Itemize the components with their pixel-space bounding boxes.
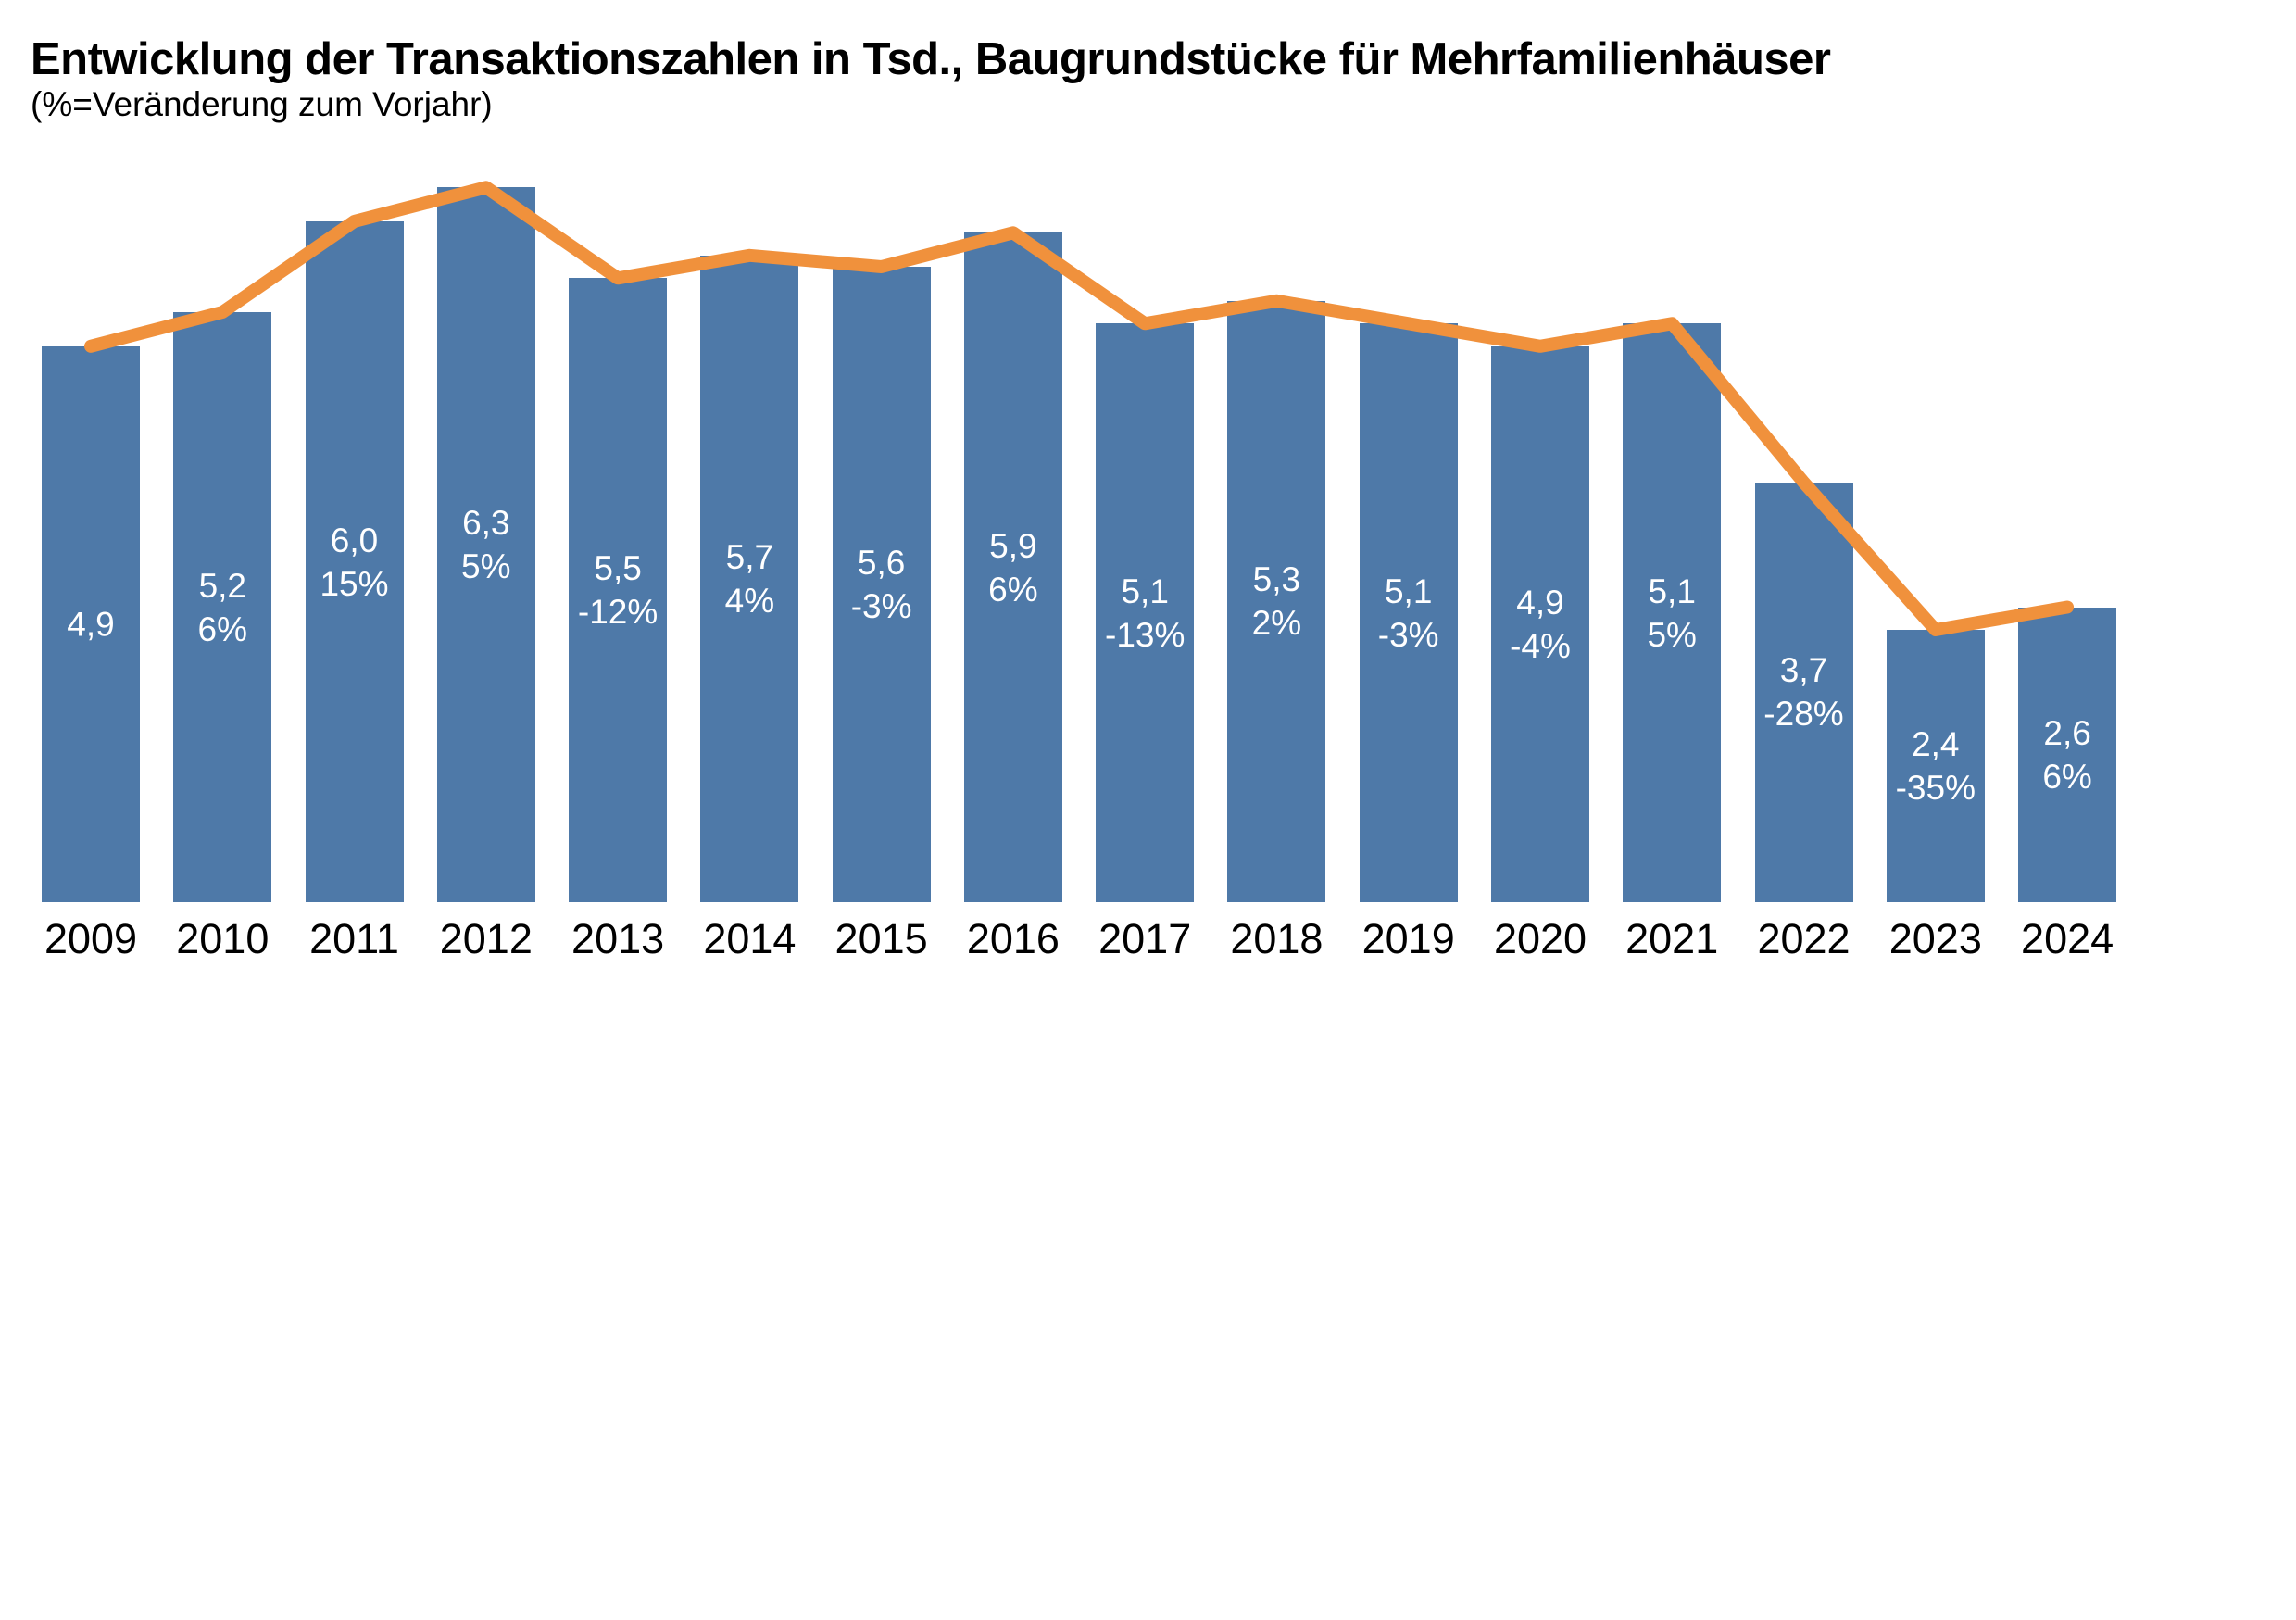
bar-label-2011: 6,0 15% <box>320 521 389 603</box>
bar-label-2022: 3,7 -28% <box>1763 651 1844 734</box>
chart-subtitle: (%=Veränderung zum Vorjahr) <box>31 85 493 123</box>
x-axis-label-2010: 2010 <box>176 915 270 962</box>
x-axis-label-2020: 2020 <box>1493 915 1587 962</box>
x-axis-label-2013: 2013 <box>571 915 665 962</box>
x-axis-label-2011: 2011 <box>309 915 399 962</box>
bar-label-2015: 5,6 -3% <box>850 544 912 625</box>
bar-label-2010: 5,2 6% <box>197 566 248 648</box>
bar-label-2018: 5,3 2% <box>1251 560 1302 643</box>
x-axis-label-2014: 2014 <box>703 915 797 962</box>
bar-2023 <box>1886 630 1985 902</box>
x-axis-label-2009: 2009 <box>44 915 138 962</box>
bar-label-2016: 5,9 6% <box>988 526 1038 609</box>
bar-label-2012: 6,3 5% <box>461 504 511 586</box>
bar-label-2024: 2,6 6% <box>2042 713 2092 796</box>
bar-2024 <box>2018 607 2117 902</box>
x-axis-label-2021: 2021 <box>1625 915 1719 962</box>
x-axis-label-2019: 2019 <box>1361 915 1455 962</box>
bar-label-2023: 2,4 -35% <box>1895 725 1976 807</box>
x-axis-label-2018: 2018 <box>1230 915 1324 962</box>
x-axis-label-2016: 2016 <box>966 915 1060 962</box>
x-axis-label-2017: 2017 <box>1098 915 1192 962</box>
x-axis-label-2023: 2023 <box>1888 915 1982 962</box>
bar-label-2017: 5,1 -13% <box>1104 571 1186 654</box>
bar-label-2014: 5,7 4% <box>724 537 775 620</box>
x-axis-label-2024: 2024 <box>2021 915 2114 962</box>
bar-label-2021: 5,1 5% <box>1647 571 1697 654</box>
bar-label-2019: 5,1 -3% <box>1377 571 1439 654</box>
bar-label-2013: 5,5 -12% <box>577 549 659 632</box>
bar-label-2009: 4,9 <box>67 605 115 644</box>
x-axis-label-2015: 2015 <box>834 915 928 962</box>
bar-label-2020: 4,9 -4% <box>1510 583 1571 665</box>
chart-title: Entwicklung der Transaktionszahlen in Ts… <box>31 34 1831 84</box>
x-axis-label-2012: 2012 <box>439 915 533 962</box>
x-axis-label-2022: 2022 <box>1757 915 1851 962</box>
